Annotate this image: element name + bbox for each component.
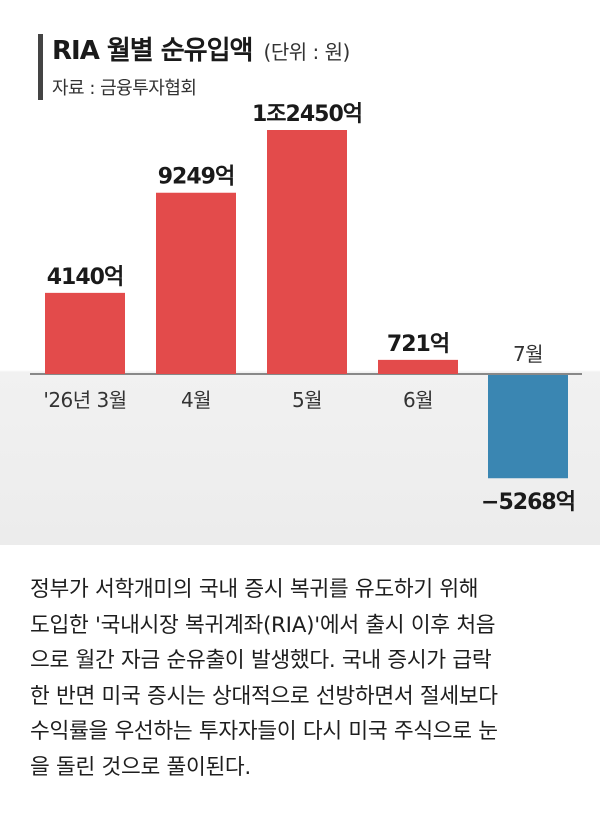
data-label-2: 1조2450억 <box>252 102 362 127</box>
article-line: 한 반면 미국 증시는 상대적으로 선방하면서 절세보다 <box>30 683 498 709</box>
chart-area: RIA 월별 순유입액 (단위 : 원) 자료 : 금융투자협회 4140억 '2… <box>0 0 600 545</box>
category-label-3: 6월 <box>403 388 433 412</box>
title-row: RIA 월별 순유입액 (단위 : 원) <box>52 30 350 67</box>
data-label-1: 9249억 <box>158 165 234 190</box>
category-label-4: 7월 <box>513 342 543 366</box>
article-line: 도입한 '국내시장 복귀계좌(RIA)'에서 출시 이후 처음 <box>30 612 496 638</box>
bar-2 <box>267 130 347 374</box>
bar-1 <box>156 192 236 374</box>
data-label-0: 4140억 <box>47 265 123 290</box>
bar-3 <box>378 359 458 374</box>
data-label-4: −5268억 <box>481 490 575 515</box>
article-line: 으로 월간 자금 순유출이 발생했다. 국내 증시가 급락 <box>30 648 492 673</box>
article-line: 을 돌린 것으로 풀이된다. <box>30 754 251 780</box>
article-line: 정부가 서학개미의 국내 증시 복귀를 유도하기 위해 <box>30 577 479 602</box>
category-label-0: '26년 3월 <box>43 388 126 412</box>
category-label-1: 4월 <box>181 388 211 412</box>
article-line: 수익률을 우선하는 투자자들이 다시 미국 주식으로 눈 <box>30 719 498 744</box>
title-accent-bar <box>38 34 43 100</box>
bar-chart: 4140억 '26년 3월 9249억 4월 1조2450억 5월 721억 6월 −5268억… <box>30 102 582 515</box>
bar-4 <box>488 375 568 479</box>
bar-0 <box>45 292 125 374</box>
data-label-3: 721억 <box>387 332 449 357</box>
chart-title: RIA 월별 순유입액 <box>52 36 253 66</box>
unit-label: (단위 : 원) <box>263 40 351 64</box>
source-label: 자료 : 금융투자협회 <box>52 78 197 99</box>
category-label-2: 5월 <box>292 388 322 412</box>
